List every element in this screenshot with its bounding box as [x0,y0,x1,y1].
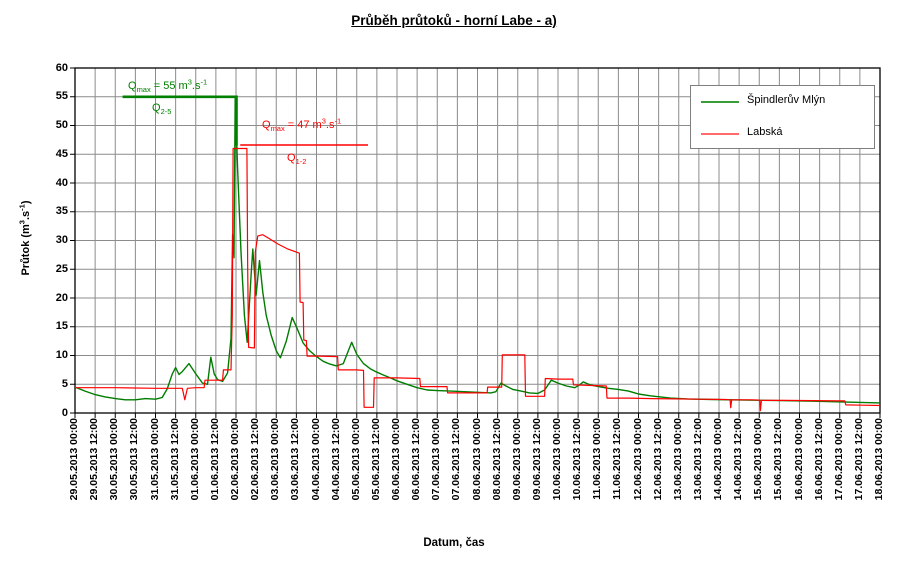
x-tick-label: 30.05.2013 00:00 [108,418,121,501]
plot-border [74,67,881,414]
x-tick-label: 05.06.2013 00:00 [349,418,362,501]
legend-item-labska: Labská [691,124,874,144]
series-line-spindleruv-mlyn [74,96,881,404]
page-title: Průběh průtoků - horní Labe - a) [0,12,908,30]
x-tick-label: 01.06.2013 00:00 [188,418,201,501]
x-tick-label: 04.06.2013 00:00 [309,418,322,501]
y-tick-label: 45 [55,147,68,160]
x-tick-label: 16.06.2013 12:00 [812,418,825,501]
x-tick-label: 16.06.2013 00:00 [792,418,805,501]
x-tick-label: 08.06.2013 00:00 [470,418,483,501]
x-tick-label: 01.06.2013 12:00 [208,418,221,501]
x-tick-label: 07.06.2013 00:00 [430,418,443,501]
x-tick-label: 30.05.2013 12:00 [128,418,141,501]
x-tick-label: 09.06.2013 00:00 [510,418,523,501]
y-tick-label: 30 [55,234,68,246]
x-tick-label: 07.06.2013 12:00 [450,418,463,501]
x-tick-label: 29.05.2013 12:00 [88,418,101,501]
x-tick-label: 09.06.2013 12:00 [530,418,543,501]
y-tick-label: 35 [55,205,68,218]
x-axis-title: Datum, čas [423,537,485,549]
x-tick-label: 11.06.2013 12:00 [611,418,624,500]
annotation-q2-5: Q2-5 [152,102,172,117]
y-tick-label: 15 [55,320,68,333]
x-tick-label: 03.06.2013 00:00 [269,418,282,501]
legend-line-sample-red [701,133,739,135]
legend-label: Labská [747,126,783,138]
plot-canvas [70,67,881,418]
x-tick-label: 04.06.2013 12:00 [329,418,342,501]
x-tick-label: 29.05.2013 00:00 [68,418,80,501]
y-tick-label: 50 [55,119,68,131]
annotation-qmax-green: Qmax = 55 m3.s-1 [128,77,208,95]
qmax-threshold-line-green [122,95,238,146]
x-tick-label: 15.06.2013 12:00 [772,418,785,501]
x-tick-label: 15.06.2013 00:00 [752,418,765,501]
x-tick-label: 31.05.2013 12:00 [168,418,181,501]
legend-item-spindleruv-mlyn: Špindlerův Mlýn [691,92,874,112]
x-tick-label: 03.06.2013 12:00 [289,418,302,501]
x-tick-label: 13.06.2013 00:00 [671,418,684,501]
x-tick-label: 12.06.2013 00:00 [631,418,644,501]
y-tick-label: 40 [55,176,68,189]
x-tick-label: 05.06.2013 12:00 [369,418,382,501]
legend: Špindlerův Mlýn Labská [690,85,875,149]
x-tick-label: 17.06.2013 12:00 [852,418,865,501]
x-tick-label: 13.06.2013 12:00 [691,418,704,501]
x-tick-label: 18.06.2013 00:00 [873,418,885,501]
x-tick-label: 06.06.2013 12:00 [410,418,423,501]
x-tick-label: 11.06.2013 00:00 [591,418,604,500]
annotation-q1-2: Q1-2 [287,152,307,167]
chart-title-text: Průběh průtoků - horní Labe - a) [351,13,557,28]
x-tick-label: 12.06.2013 12:00 [651,418,664,501]
x-tick-label: 06.06.2013 00:00 [390,418,402,501]
y-tick-label: 20 [55,291,68,304]
y-tick-label: 55 [55,90,68,103]
x-tick-label: 02.06.2013 00:00 [229,418,241,501]
legend-line-sample-green [701,101,739,103]
x-tick-label: 17.06.2013 00:00 [832,418,845,501]
x-tick-label: 31.05.2013 00:00 [148,418,161,501]
x-tick-label: 10.06.2013 00:00 [551,418,563,501]
annotation-qmax-red: Qmax = 47 m3.s-1 [262,116,342,134]
y-tick-label: 25 [55,262,68,275]
y-tick-label: 60 [55,61,68,74]
y-tick-label: 10 [55,349,68,361]
series-line-labska [75,147,881,412]
x-tick-label: 14.06.2013 00:00 [712,418,724,501]
y-tick-label: 5 [61,377,68,390]
x-tick-label: 02.06.2013 12:00 [249,418,262,501]
x-tick-label: 08.06.2013 12:00 [490,418,503,501]
y-tick-label: 0 [61,406,68,419]
x-tick-label: 10.06.2013 12:00 [571,418,584,501]
x-tick-label: 14.06.2013 12:00 [732,418,745,501]
legend-label: Špindlerův Mlýn [747,94,826,106]
